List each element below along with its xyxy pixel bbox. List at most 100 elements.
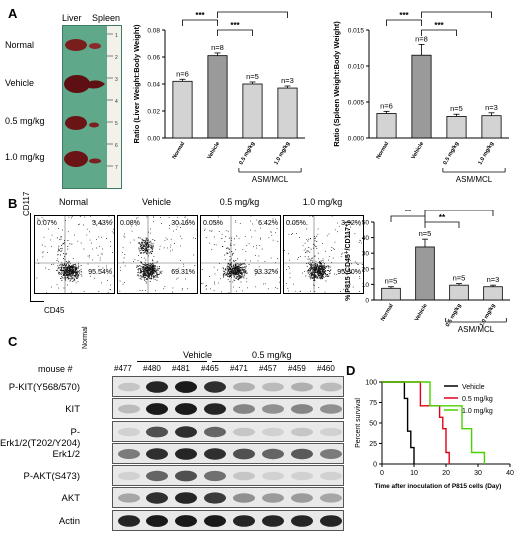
spleen-10 xyxy=(89,158,101,164)
blot-band xyxy=(233,493,255,503)
blot-band xyxy=(146,403,168,415)
bar xyxy=(449,284,469,301)
group-label: ASM/MCL xyxy=(456,175,493,184)
n-label: n=5 xyxy=(385,277,398,286)
significance-bracket xyxy=(390,215,426,222)
blot-band xyxy=(291,427,313,437)
significance-bracket xyxy=(182,19,218,26)
blot-band xyxy=(262,471,284,481)
legend-label: 1.0 mg/kg xyxy=(462,408,493,415)
dose-group-header: 0.5 mg/kg xyxy=(252,350,292,360)
blot-band xyxy=(262,493,284,503)
x-tick-label: 40 xyxy=(506,470,514,477)
x-tick-label: 20 xyxy=(442,470,450,477)
flow-scatter-plot: 0.08% 30.16% 69.31% xyxy=(118,215,199,293)
liver-normal xyxy=(65,39,87,51)
y-tick-label: 0.010 xyxy=(348,64,365,71)
survival-curve-chart: 0 25 50 75 100 0 10 20 30 40 Percent survival Time … xyxy=(355,380,514,491)
n-label: n=3 xyxy=(485,103,498,112)
n-label: n=5 xyxy=(246,72,259,81)
mouse-number: #471 xyxy=(230,364,248,373)
category-label: 1.0 mg/kg xyxy=(273,141,291,166)
blot-bands xyxy=(118,470,342,482)
ruler xyxy=(107,26,121,188)
blot-band xyxy=(262,404,284,414)
ruler-digit: 4 xyxy=(115,99,118,105)
spleen-header: Spleen xyxy=(92,13,121,23)
category-label: Normal xyxy=(172,141,187,161)
organ-photo-drawing: 1 2 3 4 5 6 7 xyxy=(64,26,121,188)
flow-scatter-plot: 0.07% 3.43% 95.54% xyxy=(35,215,114,294)
blot-protein-label: P-KIT(Y568/570) xyxy=(8,382,80,393)
cd45-axis-line xyxy=(30,301,44,302)
blot-band xyxy=(175,448,197,460)
organ-photo: 1 2 3 4 5 6 7 xyxy=(62,25,122,189)
blot-band xyxy=(233,515,255,527)
y-tick-label: 20 xyxy=(362,266,370,273)
quadrant-upper-right: 3.43% xyxy=(92,220,112,227)
x-tick-label: 10 xyxy=(410,470,418,477)
y-tick-label: 75 xyxy=(369,400,377,407)
y-tick-label: 0.02 xyxy=(147,109,160,116)
quadrant-upper-left: 0.05% xyxy=(286,220,306,227)
quadrant-upper-left: 0.05% xyxy=(203,220,223,227)
blot-band xyxy=(204,381,226,393)
y-axis-title: Ratio (Spleen Weight:Body Weight) xyxy=(332,21,341,147)
bar xyxy=(415,246,435,301)
blot-band xyxy=(233,404,255,414)
blot-band xyxy=(233,382,255,392)
blot-band xyxy=(204,448,226,460)
blot-band xyxy=(146,515,168,527)
scatter-points xyxy=(119,215,199,293)
photo-row-normal: Normal xyxy=(5,40,35,50)
blot-band xyxy=(118,449,140,459)
blot-band xyxy=(175,492,197,504)
panel-label-b: B xyxy=(8,196,18,211)
bar xyxy=(381,287,401,301)
blot-bands xyxy=(118,426,342,438)
significance-stars: ** xyxy=(249,8,256,12)
significance-bracket xyxy=(217,11,288,18)
significance-bracket xyxy=(386,19,422,26)
bar xyxy=(172,80,193,139)
n-label: n=5 xyxy=(419,229,432,238)
significance-bracket xyxy=(421,11,492,18)
vehicle-bracket-line-left xyxy=(137,361,207,362)
flow-column-title: Normal xyxy=(58,197,88,207)
survival-curve xyxy=(382,381,415,464)
category-label: Vehicle xyxy=(414,303,429,322)
blot-protein-label: AKT xyxy=(61,493,80,504)
blot-band xyxy=(262,515,284,527)
mouse-number-label: mouse # xyxy=(38,364,73,374)
survival-curve xyxy=(382,381,450,464)
ruler-digit: 7 xyxy=(115,165,118,171)
bar xyxy=(481,115,502,139)
y-tick-label: 25 xyxy=(369,441,377,448)
blot-band xyxy=(118,427,140,437)
liver-vehicle xyxy=(64,75,90,93)
y-tick-label: 0.06 xyxy=(147,55,160,62)
group-label: ASM/MCL xyxy=(252,175,289,184)
bar xyxy=(376,113,397,139)
quadrant-lower-right: 95.54% xyxy=(88,269,112,276)
flow-scatter-panel: 0.07% 3.43% 95.54% xyxy=(34,215,115,294)
n-label: n=8 xyxy=(211,43,224,52)
bar xyxy=(483,286,503,301)
x-tick-label: 0 xyxy=(380,470,384,477)
y-tick-label: 30 xyxy=(362,251,370,258)
ruler-digit: 3 xyxy=(115,77,118,83)
quadrant-upper-right: 3.92% xyxy=(341,220,361,227)
scatter-points xyxy=(201,215,281,293)
category-label: 1.0 mg/kg xyxy=(477,141,495,166)
mouse-number: #457 xyxy=(259,364,277,373)
blot-band xyxy=(118,382,140,392)
group-label: ASM/MCL xyxy=(458,325,495,334)
n-label: n=8 xyxy=(415,34,428,43)
blot-band xyxy=(291,382,313,392)
significance-stars: ** xyxy=(405,210,412,216)
blot-band xyxy=(175,381,197,393)
quadrant-upper-right: 30.16% xyxy=(171,220,195,227)
significance-stars: *** xyxy=(195,11,205,20)
blot-band xyxy=(320,449,342,459)
y-tick-label: 0.00 xyxy=(147,136,160,143)
